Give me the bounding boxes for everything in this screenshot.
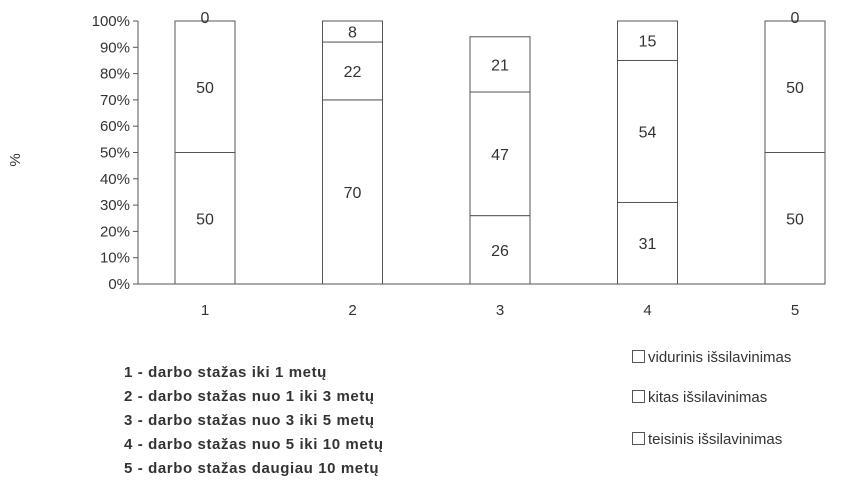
data-label: 47 (491, 147, 509, 164)
data-label: 22 (344, 64, 362, 81)
bar-segment (469, 36, 531, 93)
data-label: 54 (639, 124, 657, 141)
y-tick-label: 70% (100, 92, 130, 109)
category-caption-5: 5 - darbo stažas daugiau 10 metų (124, 460, 380, 477)
y-tick-label: 30% (100, 197, 130, 214)
y-tick-label: 40% (100, 171, 130, 188)
y-axis-title: % (7, 153, 24, 166)
bar-segment (469, 91, 531, 217)
bar-segment (764, 20, 826, 153)
y-tick-label: 50% (100, 145, 130, 162)
bar-segment (617, 201, 678, 285)
bar-segment (322, 41, 383, 101)
x-tick-label: 4 (643, 302, 651, 319)
bar-segment (617, 20, 678, 61)
legend-item-teisinis: teisinis išsilavinimas (632, 431, 782, 448)
legend-swatch (632, 432, 645, 445)
y-tick-label: 10% (100, 250, 130, 267)
y-tick-label: 60% (100, 118, 130, 135)
data-label: 50 (786, 211, 804, 228)
x-tick-label: 5 (791, 302, 799, 319)
data-label: 8 (348, 25, 357, 42)
y-tick-label: 20% (100, 223, 130, 240)
x-tick-label: 2 (348, 302, 356, 319)
legend-item-vidurinis: vidurinis išsilavinimas (632, 349, 791, 366)
data-label: 50 (196, 80, 214, 97)
y-tick-label: 90% (100, 39, 130, 56)
category-caption-1: 1 - darbo stažas iki 1 metų (124, 364, 327, 381)
y-tick-label: 80% (100, 66, 130, 83)
legend-swatch (632, 350, 645, 363)
stacked-bar-chart: 0%10%20%30%40%50%60%70%80%90%100%%505001… (7, 10, 826, 319)
data-label: 21 (491, 57, 509, 74)
x-tick-label: 1 (201, 302, 209, 319)
data-label: 15 (639, 34, 657, 51)
data-label: 70 (344, 185, 362, 202)
category-caption-3: 3 - darbo stažas nuo 3 iki 5 metų (124, 412, 375, 429)
y-tick-label: 100% (92, 13, 130, 30)
legend-label: kitas išsilavinimas (648, 389, 768, 406)
bar-segment (469, 215, 531, 285)
y-tick-label: 0% (108, 276, 130, 293)
legend-label: teisinis išsilavinimas (648, 431, 783, 448)
category-caption-2: 2 - darbo stažas nuo 1 iki 3 metų (124, 388, 375, 405)
legend-swatch (632, 390, 645, 403)
legend-label: vidurinis išsilavinimas (648, 349, 792, 366)
bar-segment (764, 152, 826, 285)
bar-segment (174, 20, 236, 153)
data-label: 26 (491, 243, 509, 260)
bar-segment (322, 99, 383, 285)
bar-segment (174, 152, 236, 285)
data-label: 0 (201, 10, 210, 27)
category-caption-4: 4 - darbo stažas nuo 5 iki 10 metų (124, 436, 384, 453)
data-label: 31 (639, 236, 657, 253)
x-tick-label: 3 (496, 302, 504, 319)
data-label: 0 (791, 10, 800, 27)
data-label: 50 (196, 211, 214, 228)
legend-item-kitas: kitas išsilavinimas (632, 389, 767, 406)
bar-segment (617, 59, 678, 203)
bar-segment (322, 20, 383, 43)
data-label: 50 (786, 80, 804, 97)
